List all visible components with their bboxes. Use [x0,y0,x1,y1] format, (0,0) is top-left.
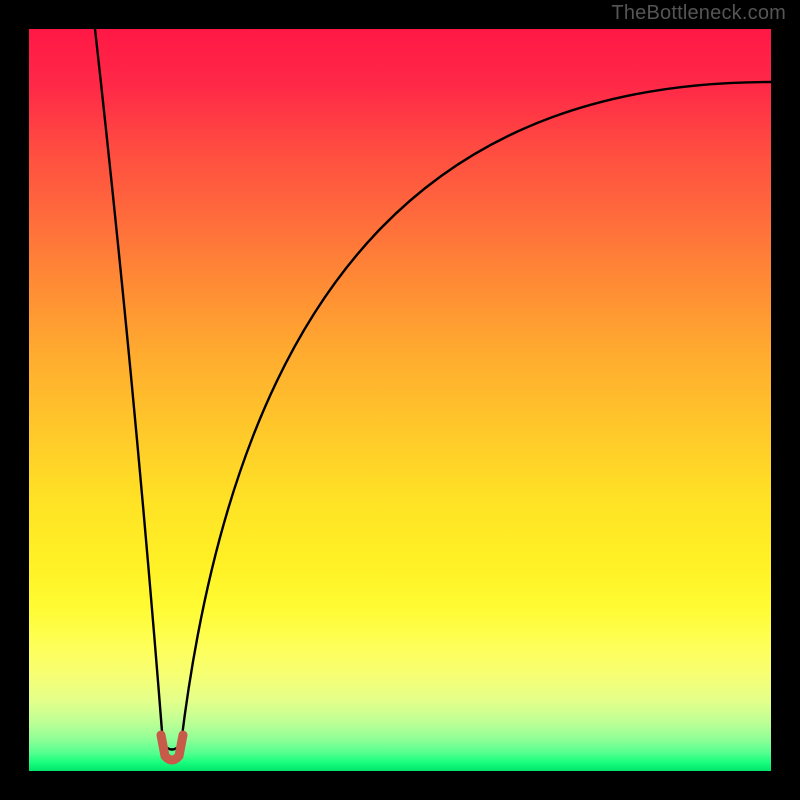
bottleneck-chart: TheBottleneck.com [0,0,800,800]
plot-background [29,29,771,771]
chart-svg [0,0,800,800]
